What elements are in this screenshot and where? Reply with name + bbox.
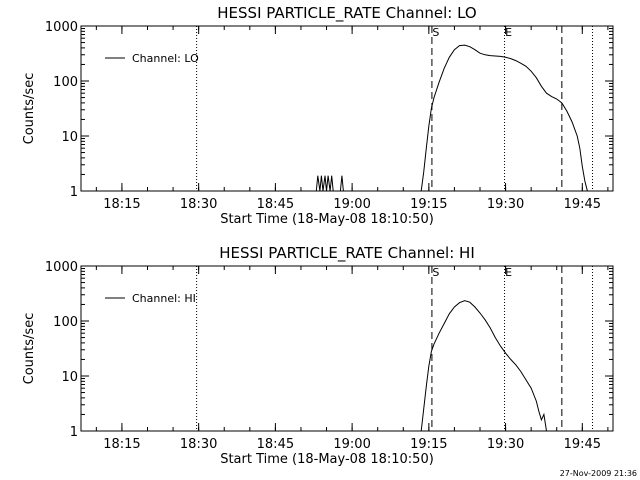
marker-label: E bbox=[505, 26, 512, 39]
chart-title: HESSI PARTICLE_RATE Channel: LO bbox=[217, 4, 476, 23]
legend-label: Channel: LO bbox=[132, 52, 199, 65]
y-tick-label: 10 bbox=[61, 370, 78, 385]
x-tick-label: 19:30 bbox=[487, 197, 524, 212]
marker-label: S bbox=[432, 26, 439, 39]
y-tick-label: 1000 bbox=[45, 20, 78, 35]
y-axis-label: Counts/sec bbox=[22, 73, 37, 145]
x-tick-label: 18:45 bbox=[257, 437, 294, 452]
x-axis-label: Start Time (18-May-08 18:10:50) bbox=[220, 212, 434, 227]
x-tick-label: 18:45 bbox=[257, 197, 294, 212]
x-tick-label: 19:15 bbox=[410, 437, 447, 452]
axes-frame bbox=[80, 265, 614, 432]
x-tick-label: 19:15 bbox=[410, 197, 447, 212]
x-tick-label: 19:45 bbox=[564, 197, 601, 212]
x-axis-label: Start Time (18-May-08 18:10:50) bbox=[220, 452, 434, 467]
x-tick-label: 18:15 bbox=[103, 197, 140, 212]
footer-timestamp: 27-Nov-2009 21:36 bbox=[560, 469, 637, 478]
series-line bbox=[315, 44, 588, 192]
marker-label: S bbox=[432, 266, 439, 279]
y-tick-label: 10 bbox=[61, 130, 78, 145]
y-axis-label: Counts/sec bbox=[22, 313, 37, 385]
series-line bbox=[420, 300, 547, 432]
x-tick-label: 19:45 bbox=[564, 437, 601, 452]
legend-label: Channel: HI bbox=[132, 292, 196, 305]
x-tick-label: 19:30 bbox=[487, 437, 524, 452]
marker-label: E bbox=[505, 266, 512, 279]
chart-panel-hi: HESSI PARTICLE_RATE Channel: HI 18:15 18:3… bbox=[22, 244, 614, 467]
x-tick-label: 18:15 bbox=[103, 437, 140, 452]
y-tick-label: 100 bbox=[53, 75, 78, 90]
axes-frame bbox=[80, 25, 614, 192]
x-tick-label: 18:30 bbox=[180, 197, 217, 212]
x-tick-label: 18:30 bbox=[180, 437, 217, 452]
y-tick-label: 1 bbox=[70, 185, 78, 200]
chart-panel-lo: HESSI PARTICLE_RATE Channel: LO 18:15 18:3… bbox=[22, 4, 614, 227]
x-tick-label: 19:00 bbox=[333, 437, 370, 452]
y-tick-label: 1000 bbox=[45, 260, 78, 275]
y-tick-label: 1 bbox=[70, 425, 78, 440]
y-tick-label: 100 bbox=[53, 315, 78, 330]
chart-title: HESSI PARTICLE_RATE Channel: HI bbox=[219, 244, 475, 263]
x-tick-label: 19:00 bbox=[333, 197, 370, 212]
